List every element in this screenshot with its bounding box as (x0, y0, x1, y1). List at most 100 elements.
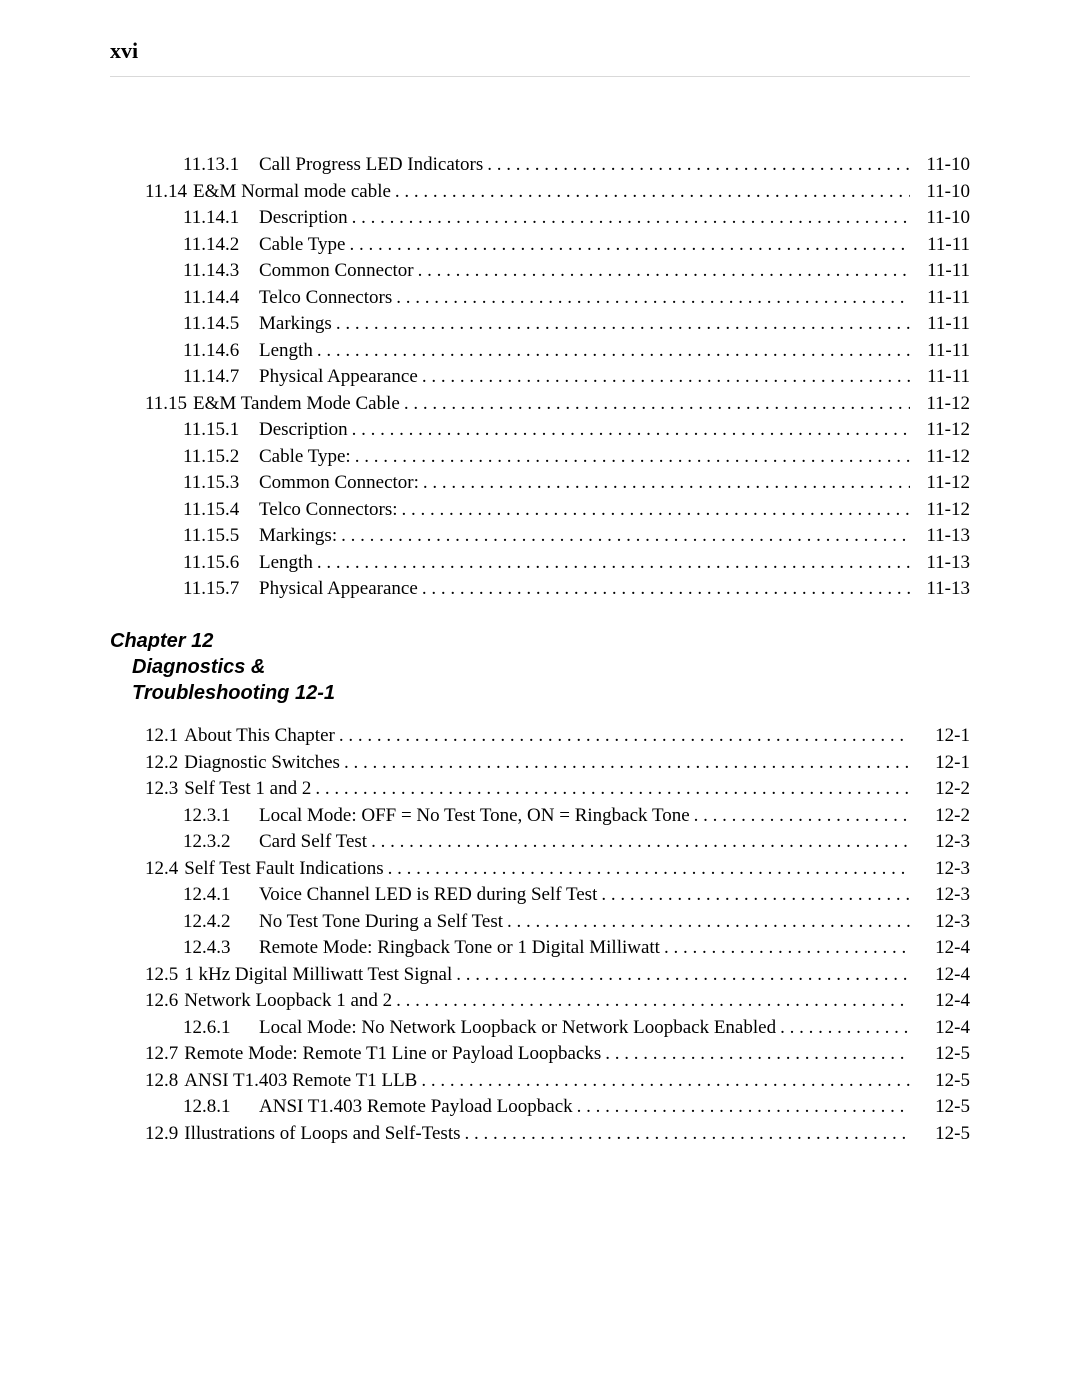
toc-entry-page: 12-1 (914, 726, 970, 745)
toc-leader-dots (352, 208, 910, 227)
toc-entry-title: Telco Connectors: (259, 500, 398, 519)
toc-entry-number: 12.2 (145, 753, 178, 772)
toc-entry: 11.15.4Telco Connectors:11-12 (145, 500, 970, 519)
toc-entry-page: 12-4 (914, 965, 970, 984)
toc-entry: 12.4.3 Remote Mode: Ringback Tone or 1 Di… (145, 938, 970, 957)
toc-section-11: 11.13.1Call Progress LED Indicators11-10… (145, 155, 970, 598)
toc-leader-dots (418, 261, 910, 280)
toc-entry: 12.8ANSI T1.403 Remote T1 LLB12-5 (145, 1071, 970, 1090)
page-number-header: xvi (110, 38, 970, 77)
toc-entry: 11.14.1Description11-10 (145, 208, 970, 227)
toc-leader-dots (349, 235, 910, 254)
toc-entry-page: 11-11 (914, 367, 970, 386)
toc-leader-dots (317, 553, 910, 572)
toc-leader-dots (694, 806, 910, 825)
toc-entry-title: Physical Appearance (259, 367, 418, 386)
toc-leader-dots (487, 155, 910, 174)
toc-entry-number: 12.6.1 (183, 1018, 253, 1037)
toc-entry-page: 11-11 (914, 341, 970, 360)
toc-entry-title: Remote Mode: Remote T1 Line or Payload L… (184, 1044, 601, 1063)
toc-entry-number: 11.14.1 (183, 208, 253, 227)
toc-entry: 11.15.6Length11-13 (145, 553, 970, 572)
toc-leader-dots (339, 726, 910, 745)
toc-entry-number: 11.15.4 (183, 500, 253, 519)
toc-entry-number: 11.13.1 (183, 155, 253, 174)
toc-entry-number: 12.1 (145, 726, 178, 745)
toc-entry-title: Length (259, 341, 313, 360)
toc-entry-title: Card Self Test (259, 832, 367, 851)
toc-entry-number: 11.14.4 (183, 288, 253, 307)
page: xvi 11.13.1Call Progress LED Indicators1… (0, 0, 1080, 1397)
toc-entry-title: Illustrations of Loops and Self-Tests (184, 1124, 460, 1143)
toc-leader-dots (465, 1124, 911, 1143)
toc-entry: 11.14.7Physical Appearance11-11 (145, 367, 970, 386)
toc-entry-page: 12-5 (914, 1071, 970, 1090)
toc-entry-number: 11.14.3 (183, 261, 253, 280)
toc-entry-title: Diagnostic Switches (184, 753, 340, 772)
toc-entry: 11.15.1Description11-12 (145, 420, 970, 439)
toc-entry-title: E&M Normal mode cable (193, 182, 391, 201)
toc-entry-number: 12.4.3 (183, 938, 253, 957)
toc-leader-dots (601, 885, 910, 904)
toc-entry-page: 12-5 (914, 1097, 970, 1116)
toc-entry-number: 12.7 (145, 1044, 178, 1063)
toc-entry-title: ANSI T1.403 Remote T1 LLB (184, 1071, 417, 1090)
toc-entry-number: 11.15.1 (183, 420, 253, 439)
toc-entry: 12.4.1 Voice Channel LED is RED during Se… (145, 885, 970, 904)
toc-entry: 11.14.3Common Connector11-11 (145, 261, 970, 280)
toc-entry-title: 1 kHz Digital Milliwatt Test Signal (184, 965, 452, 984)
toc-entry-title: Voice Channel LED is RED during Self Tes… (259, 885, 597, 904)
toc-leader-dots (421, 1071, 910, 1090)
toc-leader-dots (371, 832, 910, 851)
toc-entry: 12.51 kHz Digital Milliwatt Test Signal1… (145, 965, 970, 984)
toc-entry-page: 12-3 (914, 885, 970, 904)
toc-entry-page: 12-2 (914, 806, 970, 825)
toc-entry-title: ANSI T1.403 Remote Payload Loopback (259, 1097, 573, 1116)
toc-leader-dots (577, 1097, 910, 1116)
toc-leader-dots (507, 912, 910, 931)
toc-entry: 12.3.2Card Self Test12-3 (145, 832, 970, 851)
toc-entry-number: 11.15.6 (183, 553, 253, 572)
toc-entry-number: 12.4.1 (183, 885, 253, 904)
toc-leader-dots (352, 420, 910, 439)
toc-entry-number: 11.14.2 (183, 235, 253, 254)
spacer (110, 77, 970, 155)
toc-leader-dots (341, 526, 910, 545)
toc-entry: 12.3.1Local Mode: OFF = No Test Tone, ON… (145, 806, 970, 825)
toc-entry: 11.15.3Common Connector:11-12 (145, 473, 970, 492)
toc-entry-title: Remote Mode: Ringback Tone or 1 Digital … (259, 938, 660, 957)
toc-entry-number: 12.6 (145, 991, 178, 1010)
toc-entry-number: 12.8.1 (183, 1097, 253, 1116)
toc-leader-dots (396, 991, 910, 1010)
toc-entry-title: Cable Type: (259, 447, 351, 466)
toc-leader-dots (395, 182, 910, 201)
toc-entry-number: 11.15.7 (183, 579, 253, 598)
toc-entry-title: Physical Appearance (259, 579, 418, 598)
toc-entry-page: 11-12 (914, 394, 970, 413)
chapter-heading: Chapter 12 Diagnostics & Troubleshooting… (110, 628, 970, 706)
toc-section-12: 12.1About This Chapter12-112.2Diagnostic… (145, 726, 970, 1143)
toc-entry: 11.15E&M Tandem Mode Cable11-12 (145, 394, 970, 413)
toc-entry: 11.13.1Call Progress LED Indicators11-10 (145, 155, 970, 174)
toc-entry-page: 12-4 (914, 1018, 970, 1037)
toc-entry-number: 12.3.2 (183, 832, 253, 851)
toc-entry-page: 11-12 (914, 420, 970, 439)
toc-entry-number: 11.15.3 (183, 473, 253, 492)
toc-entry-title: Telco Connectors (259, 288, 392, 307)
toc-entry: 11.14.4Telco Connectors11-11 (145, 288, 970, 307)
toc-entry-title: Description (259, 208, 348, 227)
chapter-heading-line3: Troubleshooting 12-1 (132, 680, 970, 706)
toc-entry: 11.14E&M Normal mode cable11-10 (145, 182, 970, 201)
toc-entry-page: 12-5 (914, 1044, 970, 1063)
toc-entry: 11.15.7Physical Appearance11-13 (145, 579, 970, 598)
toc-entry-title: Local Mode: No Network Loopback or Netwo… (259, 1018, 776, 1037)
toc-leader-dots (388, 859, 910, 878)
toc-entry-number: 12.3.1 (183, 806, 253, 825)
toc-entry-page: 12-2 (914, 779, 970, 798)
toc-entry-page: 11-11 (914, 235, 970, 254)
toc-leader-dots (423, 473, 910, 492)
toc-entry-title: Self Test 1 and 2 (184, 779, 311, 798)
toc-entry: 12.9Illustrations of Loops and Self-Test… (145, 1124, 970, 1143)
toc-entry: 12.3Self Test 1 and 212-2 (145, 779, 970, 798)
toc-entry: 12.2Diagnostic Switches12-1 (145, 753, 970, 772)
